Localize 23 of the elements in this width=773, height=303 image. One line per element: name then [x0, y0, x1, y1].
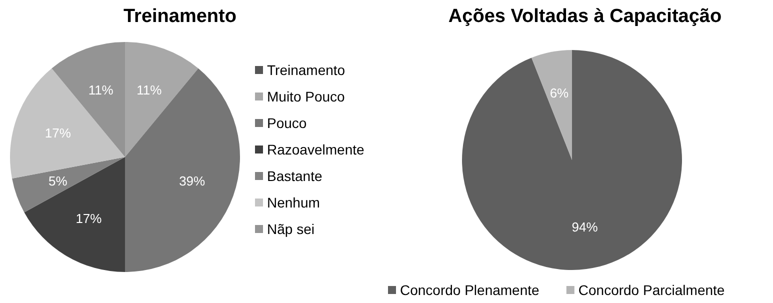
data-label: 11%: [136, 82, 162, 98]
data-label: 94%: [572, 220, 598, 235]
data-label: 39%: [179, 174, 206, 189]
legend-label: Muito Pouco: [267, 88, 346, 104]
legend-label: Razoavelmente: [267, 141, 364, 158]
data-label: 17%: [44, 125, 72, 140]
data-label: 11%: [88, 82, 114, 98]
pie-slice: [462, 50, 682, 270]
legend-label: Nãp sei: [267, 220, 314, 237]
pie-slice: [125, 42, 198, 157]
legend-label: Treinamento: [267, 62, 346, 78]
pie-slice: [532, 50, 572, 160]
data-label: 17%: [76, 210, 102, 226]
legend-label: Bastante: [267, 168, 322, 184]
legend-label: Nenhum: [267, 194, 320, 210]
chart-title: Ações Voltadas à Capacitação: [448, 6, 722, 27]
legend-label: Pouco: [267, 114, 307, 131]
chart-title: Treinamento: [124, 6, 236, 27]
legend-label: Concordo Plenamente: [400, 282, 540, 298]
data-label: 6%: [550, 86, 570, 101]
data-label: 5%: [48, 174, 68, 189]
legend-label: Concordo Parcialmente: [578, 282, 725, 298]
pie-slice: [24, 157, 125, 272]
